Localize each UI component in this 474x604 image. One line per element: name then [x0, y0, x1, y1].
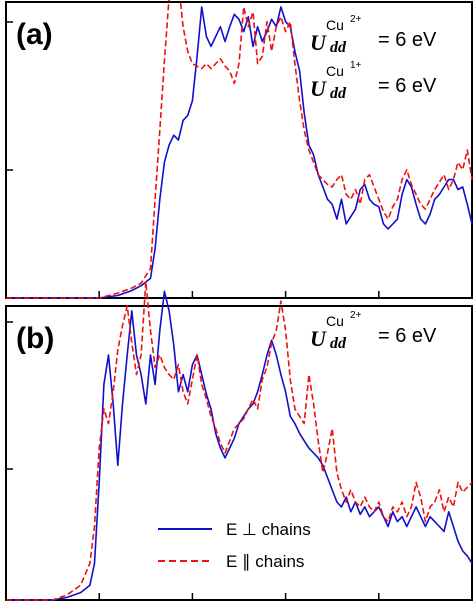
- legend-label-par: E ∥ chains: [226, 552, 304, 571]
- panel-a-series: [6, 0, 473, 299]
- panel-a-annotation-2: U Cu 1+ dd = 6 eV: [310, 60, 437, 102]
- series-line-perp: [6, 290, 473, 601]
- annotation-value: = 6 eV: [378, 75, 437, 97]
- panel-a: (a) U Cu 2+ dd = 6 eV U Cu 1+ dd = 6 eV: [5, 0, 473, 299]
- annotation-u: U: [310, 326, 327, 351]
- panel-b-series: [6, 280, 473, 601]
- annotation-value: = 6 eV: [378, 29, 437, 51]
- annotation-charge: 2+: [350, 14, 362, 25]
- panel-b-frame: [5, 305, 473, 601]
- annotation-u: U: [310, 30, 327, 55]
- annotation-sup: Cu: [326, 17, 344, 33]
- annotation-sup: Cu: [326, 63, 344, 79]
- series-line-par: [6, 0, 473, 299]
- panel-b: (b) U Cu 2+ dd = 6 eV E ⊥ chains E ∥ cha…: [5, 280, 473, 601]
- annotation-value: = 6 eV: [378, 325, 437, 347]
- legend: E ⊥ chains E ∥ chains: [158, 520, 311, 571]
- legend-label-perp: E ⊥ chains: [226, 520, 311, 539]
- annotation-sub: dd: [330, 335, 347, 352]
- panel-a-frame: [5, 1, 473, 299]
- panel-a-label: (a): [16, 18, 53, 51]
- panel-a-ticks: [5, 21, 473, 298]
- series-line-par: [6, 280, 473, 601]
- panel-b-ticks: [5, 321, 473, 600]
- annotation-sup: Cu: [326, 313, 344, 329]
- panel-b-label: (b): [16, 322, 54, 355]
- annotation-u: U: [310, 76, 327, 101]
- annotation-sub: dd: [330, 39, 347, 56]
- panel-a-annotation-1: U Cu 2+ dd = 6 eV: [310, 14, 437, 56]
- annotation-charge: 1+: [350, 60, 362, 71]
- series-line-perp: [6, 6, 473, 299]
- annotation-charge: 2+: [350, 310, 362, 321]
- panel-b-annotation-1: U Cu 2+ dd = 6 eV: [310, 310, 437, 352]
- annotation-sub: dd: [330, 85, 347, 102]
